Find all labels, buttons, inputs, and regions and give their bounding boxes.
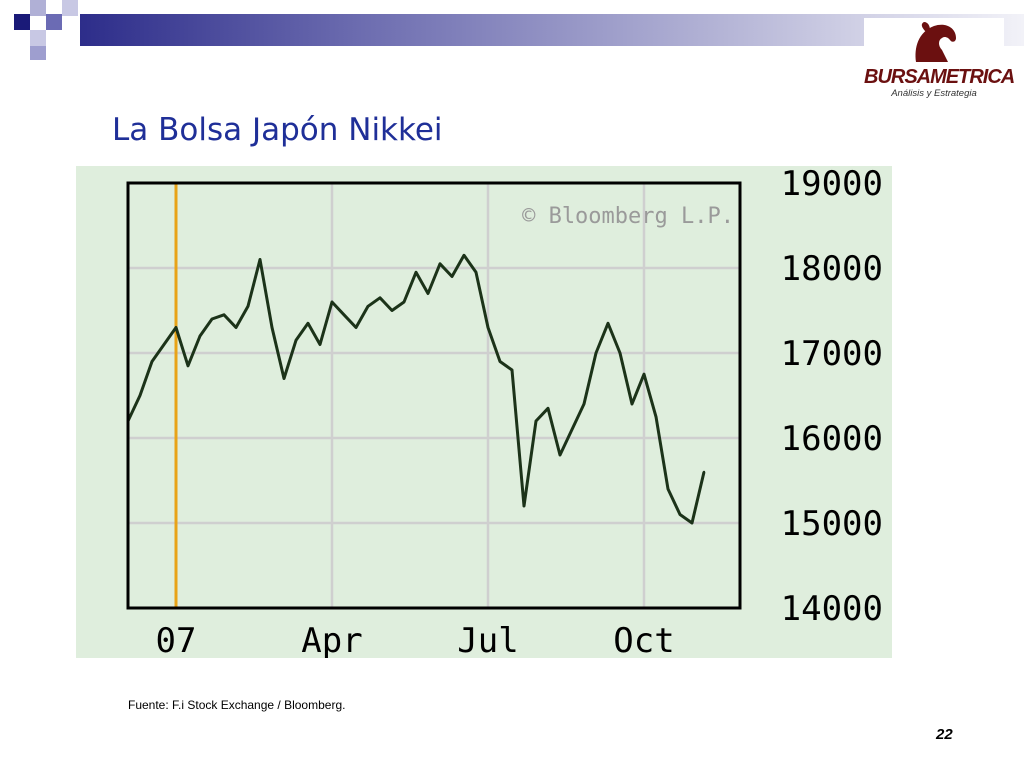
x-tick-label: Apr [301, 621, 362, 658]
data-point [318, 343, 322, 346]
corner-decoration [0, 0, 80, 64]
decor-square [30, 0, 46, 16]
data-point [270, 326, 274, 329]
data-point [198, 334, 202, 338]
data-point [246, 305, 250, 308]
decor-square [62, 0, 78, 16]
x-tick-label: Oct [613, 621, 674, 658]
data-point [186, 364, 190, 367]
data-point [234, 326, 238, 329]
y-tick-label: 15000 [781, 504, 883, 544]
data-point [654, 415, 658, 418]
data-point [390, 309, 394, 312]
y-tick-label: 17000 [781, 334, 883, 374]
data-point [462, 254, 466, 257]
data-point [402, 300, 406, 304]
data-point [438, 262, 442, 265]
x-tick-label: Jul [457, 621, 518, 658]
data-point [210, 317, 214, 321]
y-tick-label: 18000 [781, 249, 883, 289]
decor-square [46, 14, 62, 30]
data-point [630, 402, 634, 406]
decor-square [14, 14, 30, 30]
ytick-layer: 14000 15000 16000 17000 18000 19000 [781, 166, 883, 629]
data-point [594, 351, 598, 355]
bursametrica-logo: BURSAMETRICA Análisis y Estrategia [864, 18, 1015, 104]
data-point [522, 504, 526, 508]
plot-frame [126, 181, 742, 610]
logo-brand: BURSAMETRICA [864, 66, 1015, 88]
y-tick-label: 16000 [781, 419, 883, 459]
data-point [366, 305, 370, 308]
chart-panel: © Bloomberg L.P. 14000 15000 16000 17000 180… [76, 166, 892, 658]
data-point [690, 521, 694, 525]
xtick-layer: 07 Apr Jul Oct [156, 621, 675, 658]
data-point [558, 453, 562, 457]
source-note: Fuente: F.i Stock Exchange / Bloomberg. [128, 698, 346, 712]
data-point [510, 368, 514, 372]
data-point [282, 377, 286, 380]
data-point [618, 351, 622, 355]
nikkei-chart: © Bloomberg L.P. 14000 15000 16000 17000 180… [126, 166, 883, 658]
data-point [450, 275, 454, 278]
data-point [354, 326, 358, 329]
data-point [222, 313, 226, 316]
data-point [474, 271, 478, 274]
y-tick-label: 14000 [781, 589, 883, 629]
data-point [378, 296, 382, 299]
data-point [570, 428, 574, 431]
data-point [162, 343, 166, 346]
data-point [498, 360, 502, 363]
decor-square [30, 46, 46, 60]
logo-tagline: Análisis y Estrategia [891, 88, 977, 99]
watermark-text: © Bloomberg L.P. [522, 204, 734, 229]
data-point [642, 373, 646, 376]
data-point [582, 402, 586, 406]
data-point [426, 292, 430, 295]
data-point [150, 360, 154, 363]
line-layer [126, 253, 706, 525]
data-point [258, 258, 262, 261]
data-point [702, 470, 706, 474]
data-point [534, 419, 538, 423]
series-line [126, 253, 706, 525]
y-tick-label: 19000 [781, 166, 883, 204]
data-point [414, 271, 418, 274]
data-point [666, 487, 670, 491]
page-title: La Bolsa Japón Nikkei [112, 112, 443, 148]
data-point [174, 326, 178, 329]
page-number: 22 [936, 726, 953, 743]
x-tick-label: 07 [156, 621, 197, 658]
data-point [678, 513, 682, 516]
data-point [606, 322, 610, 325]
grid-layer [128, 183, 740, 608]
data-point [486, 326, 490, 329]
data-point [138, 394, 142, 397]
decor-square [30, 30, 46, 46]
horse-head-icon [915, 22, 956, 62]
data-point [306, 322, 310, 325]
data-point [330, 300, 334, 304]
data-point [294, 339, 298, 342]
data-point [546, 407, 550, 410]
data-point [342, 313, 346, 316]
